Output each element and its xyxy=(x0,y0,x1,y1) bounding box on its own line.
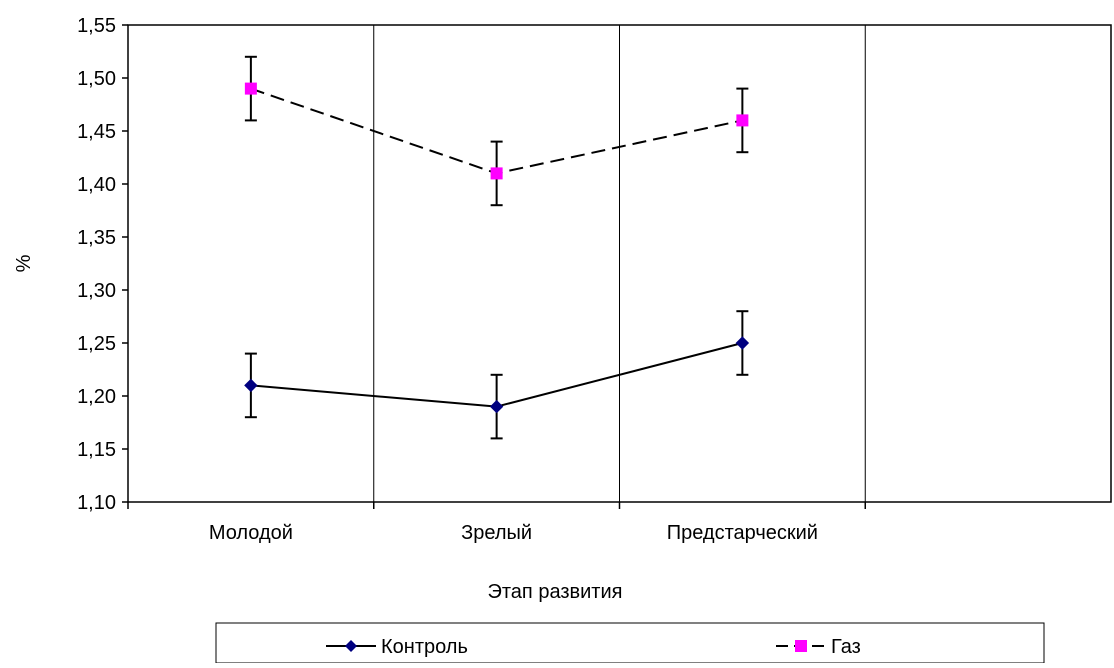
x-tick-label: Предстарческий xyxy=(667,522,818,544)
x-axis-title: Этап развития xyxy=(488,581,623,603)
legend-items: Контроль Газ xyxy=(326,636,861,658)
y-tick-label: 1,45 xyxy=(77,121,116,143)
legend-marker xyxy=(795,640,807,652)
y-axis-title: % xyxy=(13,254,35,272)
data-point-marker xyxy=(490,167,503,180)
data-point-marker xyxy=(489,399,504,414)
y-tick-label: 1,30 xyxy=(77,280,116,302)
legend-marker xyxy=(345,640,357,652)
legend-label: Контроль xyxy=(381,636,468,658)
y-tick-label: 1,35 xyxy=(77,227,116,249)
y-tick-label: 1,25 xyxy=(77,333,116,355)
y-tick-label: 1,40 xyxy=(77,174,116,196)
data-point-marker xyxy=(244,82,257,95)
data-point-marker xyxy=(736,114,749,127)
x-tick-label: Зрелый xyxy=(461,522,532,544)
legend-box xyxy=(215,622,1045,664)
plot-area: 1,10 1,15 1,20 1,25 1,30 1,35 1,40 1,45 1,50 1,55… xyxy=(77,15,1112,544)
legend-label: Газ xyxy=(831,636,861,658)
y-tick-label: 1,10 xyxy=(77,492,116,514)
y-tick-label: 1,15 xyxy=(77,439,116,461)
x-tick-label: Молодой xyxy=(209,522,293,544)
data-point-marker xyxy=(735,336,750,350)
y-tick-label: 1,55 xyxy=(77,15,116,37)
y-tick-label: 1,50 xyxy=(77,68,116,90)
data-point-marker xyxy=(244,378,258,393)
y-tick-label: 1,20 xyxy=(77,386,116,408)
legend: Контроль Газ xyxy=(215,622,1045,664)
